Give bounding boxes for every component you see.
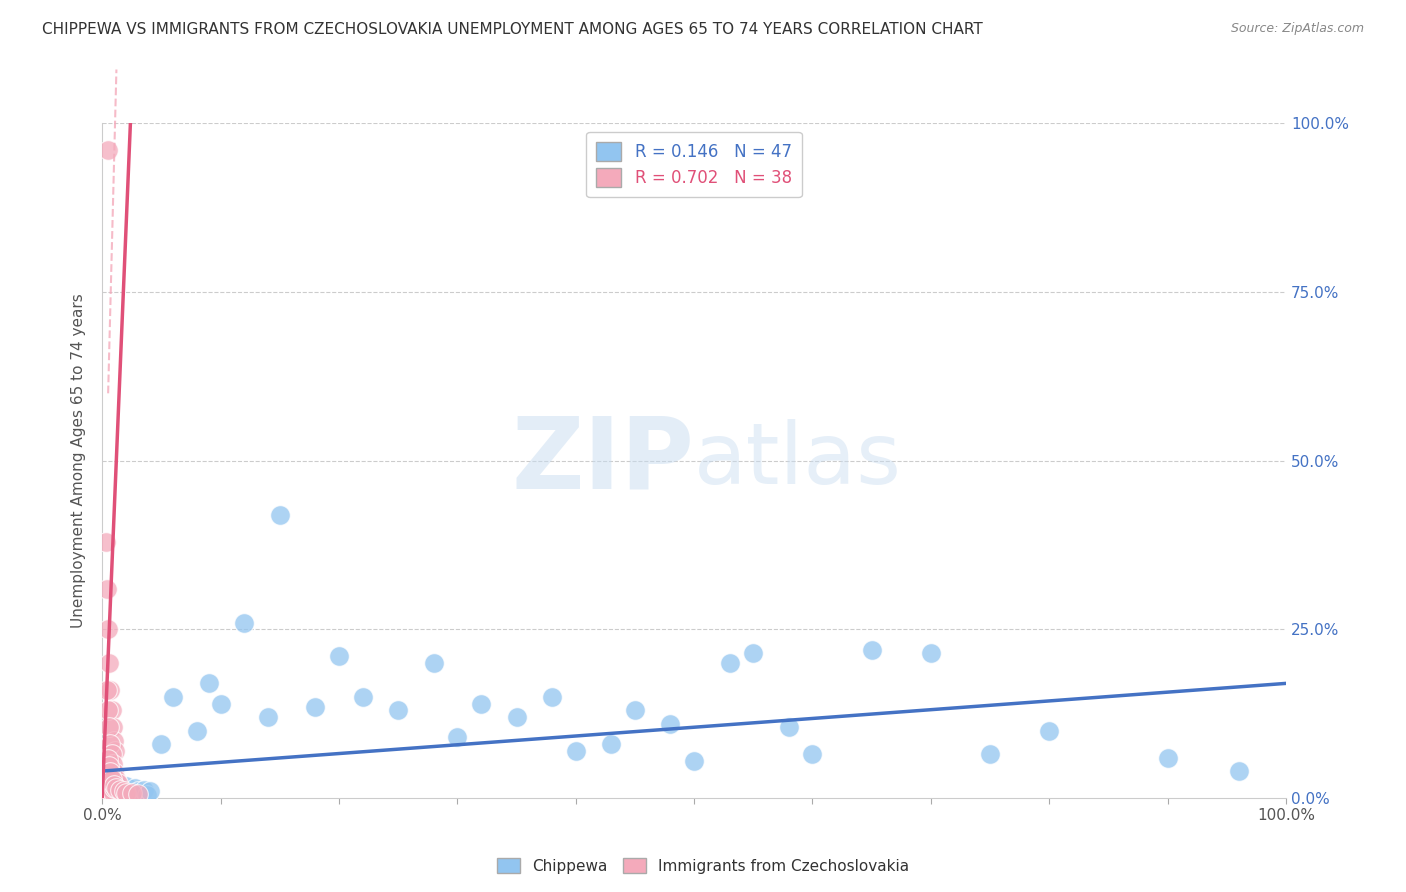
Point — [624, 703, 647, 717]
Point — [107, 776, 129, 790]
Point — [103, 733, 125, 747]
Point — [659, 716, 682, 731]
Point — [108, 788, 131, 802]
Point — [124, 780, 146, 795]
Point — [96, 780, 118, 795]
Point — [117, 784, 139, 798]
Point — [93, 784, 115, 798]
Point — [103, 778, 125, 792]
Y-axis label: Unemployment Among Ages 65 to 74 years: Unemployment Among Ages 65 to 74 years — [72, 293, 86, 628]
Point — [801, 747, 824, 762]
Point — [1156, 750, 1178, 764]
Point — [564, 744, 586, 758]
Point — [920, 646, 942, 660]
Point — [101, 757, 124, 772]
Point — [328, 649, 350, 664]
Point — [108, 783, 131, 797]
Point — [100, 780, 122, 795]
Point — [121, 786, 143, 800]
Point — [136, 788, 159, 802]
Point — [98, 720, 121, 734]
Point — [446, 731, 468, 745]
Legend: Chippewa, Immigrants from Czechoslovakia: Chippewa, Immigrants from Czechoslovakia — [491, 852, 915, 880]
Point — [96, 582, 118, 596]
Point — [104, 744, 127, 758]
Point — [860, 642, 883, 657]
Point — [233, 615, 256, 630]
Point — [100, 737, 122, 751]
Point — [97, 703, 120, 717]
Point — [683, 754, 706, 768]
Point — [352, 690, 374, 704]
Point — [100, 747, 122, 762]
Point — [422, 656, 444, 670]
Point — [100, 783, 122, 797]
Text: ZIP: ZIP — [512, 412, 695, 509]
Point — [129, 786, 152, 800]
Point — [162, 690, 184, 704]
Point — [979, 747, 1001, 762]
Point — [105, 786, 128, 800]
Point — [105, 780, 128, 795]
Point — [541, 690, 564, 704]
Point — [112, 783, 135, 797]
Point — [127, 787, 149, 801]
Point — [97, 623, 120, 637]
Point — [98, 778, 121, 792]
Point — [103, 784, 125, 798]
Point — [103, 780, 125, 795]
Point — [100, 784, 122, 798]
Point — [387, 703, 409, 717]
Legend: R = 0.146   N = 47, R = 0.702   N = 38: R = 0.146 N = 47, R = 0.702 N = 38 — [586, 132, 801, 197]
Point — [100, 703, 122, 717]
Point — [100, 683, 122, 698]
Point — [304, 700, 326, 714]
Point — [1038, 723, 1060, 738]
Point — [100, 772, 122, 787]
Point — [115, 779, 138, 793]
Point — [127, 784, 149, 798]
Point — [505, 710, 527, 724]
Point — [209, 697, 232, 711]
Point — [97, 752, 120, 766]
Point — [600, 737, 623, 751]
Point — [470, 697, 492, 711]
Point — [98, 758, 121, 772]
Point — [718, 656, 741, 670]
Point — [96, 683, 118, 698]
Point — [100, 765, 122, 780]
Point — [115, 786, 138, 800]
Text: CHIPPEWA VS IMMIGRANTS FROM CZECHOSLOVAKIA UNEMPLOYMENT AMONG AGES 65 TO 74 YEAR: CHIPPEWA VS IMMIGRANTS FROM CZECHOSLOVAK… — [42, 22, 983, 37]
Point — [186, 723, 208, 738]
Point — [94, 534, 117, 549]
Point — [101, 786, 124, 800]
Point — [742, 646, 765, 660]
Point — [197, 676, 219, 690]
Text: atlas: atlas — [695, 419, 903, 502]
Point — [138, 784, 160, 798]
Text: Source: ZipAtlas.com: Source: ZipAtlas.com — [1230, 22, 1364, 36]
Point — [150, 737, 173, 751]
Point — [97, 144, 120, 158]
Point — [269, 508, 291, 522]
Point — [103, 765, 125, 780]
Point — [778, 720, 800, 734]
Point — [1227, 764, 1250, 778]
Point — [132, 783, 155, 797]
Point — [112, 784, 135, 798]
Point — [94, 786, 117, 800]
Point — [97, 778, 120, 792]
Point — [105, 772, 128, 787]
Point — [98, 656, 121, 670]
Point — [257, 710, 280, 724]
Point — [121, 786, 143, 800]
Point — [101, 720, 124, 734]
